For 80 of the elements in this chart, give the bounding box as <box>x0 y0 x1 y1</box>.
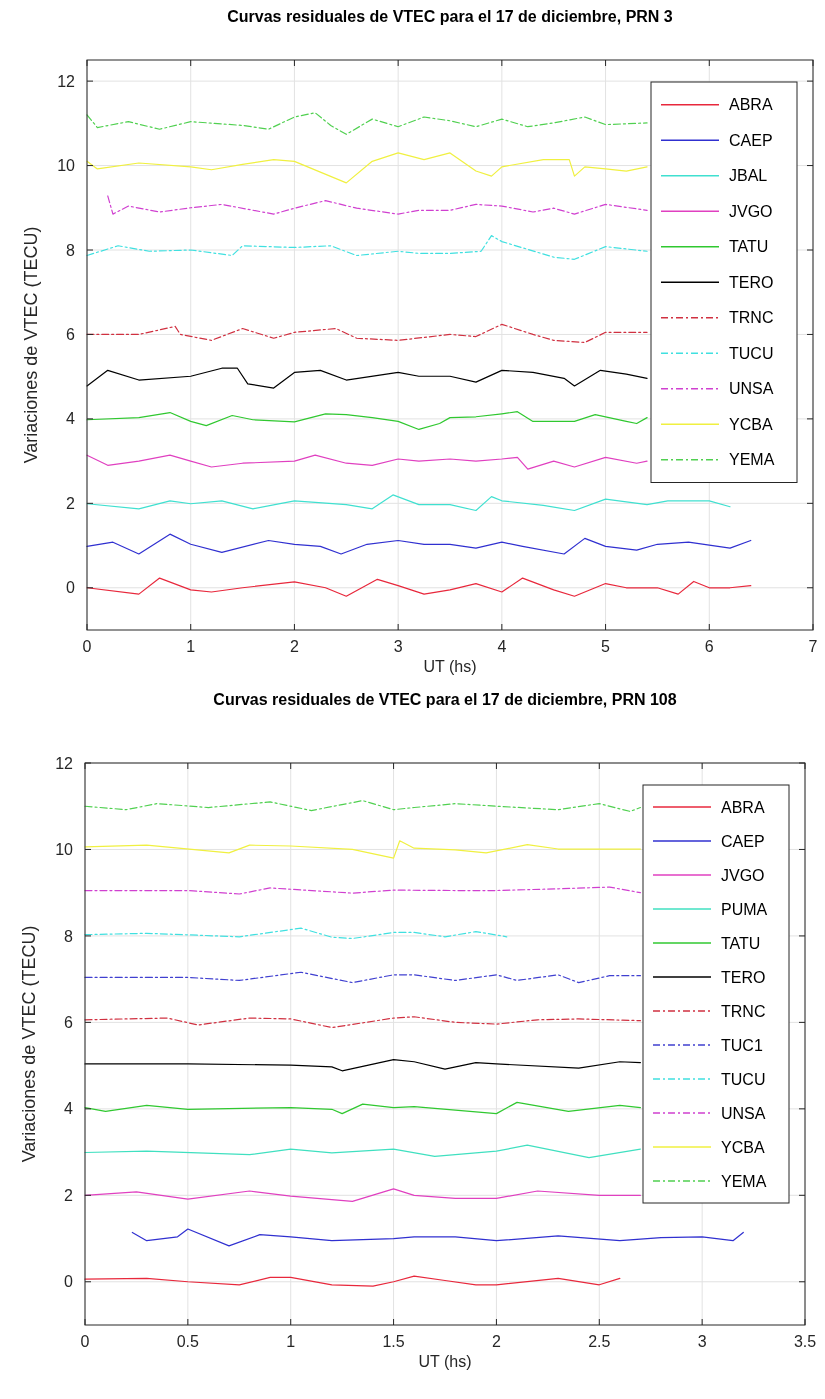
line-series <box>84 1144 642 1159</box>
legend-label: JVGO <box>729 202 773 220</box>
x-tick-label: 2 <box>491 1333 501 1350</box>
x-tick-label: 4 <box>497 638 507 655</box>
legend-label: CAEP <box>721 832 765 850</box>
line-series <box>84 1101 642 1115</box>
line-series <box>84 971 642 984</box>
legend-label: YCBA <box>729 415 773 433</box>
legend-label: PUMA <box>721 900 768 918</box>
y-tick-label: 0 <box>66 579 76 597</box>
y-tick-label: 8 <box>64 927 74 945</box>
legend-label: YEMA <box>721 1172 767 1190</box>
chart-title: Curvas residuales de VTEC para el 17 de diciembre, PRN 3 <box>227 8 673 25</box>
line-series <box>107 195 648 215</box>
line-series <box>84 800 642 813</box>
line-series <box>86 235 648 260</box>
line-series <box>86 494 731 512</box>
y-tick-label: 6 <box>64 1013 74 1031</box>
legend-label: TUCU <box>721 1070 766 1088</box>
x-tick-label: 0.5 <box>176 1333 200 1350</box>
x-tick-label: 2.5 <box>588 1333 611 1350</box>
x-tick-label: 1.5 <box>382 1333 405 1350</box>
legend-label: TRNC <box>729 309 774 327</box>
legend-label: TERO <box>721 968 766 986</box>
legend-label: JBAL <box>729 167 768 185</box>
x-tick-label: 0 <box>82 638 92 655</box>
line-series <box>84 840 642 859</box>
y-tick-label: 4 <box>66 410 76 428</box>
legend-label: TATU <box>729 238 769 256</box>
x-axis-title: UT (hs) <box>423 658 477 675</box>
legend-label: TUCU <box>729 344 774 362</box>
line-series <box>84 1058 642 1072</box>
x-tick-label: 0 <box>80 1333 90 1350</box>
legend-label: JVGO <box>721 866 765 884</box>
x-tick-label: 1 <box>186 638 196 655</box>
legend-label: YCBA <box>721 1138 765 1156</box>
x-tick-label: 2 <box>289 638 299 655</box>
line-series <box>84 1016 642 1029</box>
x-tick-label: 5 <box>601 638 611 655</box>
legend-label: TATU <box>721 934 761 952</box>
y-tick-label: 10 <box>55 841 74 859</box>
line-series <box>86 367 648 389</box>
legend-label: CAEP <box>729 131 773 149</box>
legend-label: TUC1 <box>721 1036 763 1054</box>
legend-label: UNSA <box>729 380 774 398</box>
y-tick-label: 12 <box>55 754 74 772</box>
line-series <box>131 1228 744 1247</box>
x-tick-label: 6 <box>704 638 714 655</box>
line-series <box>86 454 648 470</box>
y-axis-title: Variaciones de VTEC (TECU) <box>19 925 39 1163</box>
x-axis-title: UT (hs) <box>418 1353 472 1370</box>
y-tick-label: 12 <box>57 72 76 90</box>
y-tick-label: 6 <box>66 326 76 344</box>
x-tick-label: 3.5 <box>793 1333 817 1350</box>
legend-label: UNSA <box>721 1104 766 1122</box>
x-tick-label: 3 <box>697 1333 707 1350</box>
x-tick-label: 1 <box>286 1333 296 1350</box>
y-tick-label: 2 <box>64 1186 74 1204</box>
line-series <box>86 533 752 555</box>
line-series <box>84 1188 642 1202</box>
x-tick-label: 3 <box>393 638 403 655</box>
line-series <box>84 886 642 895</box>
legend-label: ABRA <box>721 798 765 816</box>
y-tick-label: 4 <box>64 1100 74 1118</box>
y-tick-label: 8 <box>66 241 76 259</box>
line-series <box>84 1275 621 1287</box>
legend-label: ABRA <box>729 96 773 114</box>
legend-label: TERO <box>729 273 774 291</box>
legend-label: YEMA <box>729 451 775 469</box>
legend-label: TRNC <box>721 1002 766 1020</box>
line-series <box>86 577 752 597</box>
y-tick-label: 10 <box>57 157 76 175</box>
y-axis-title: Variaciones de VTEC (TECU) <box>21 226 41 464</box>
y-tick-label: 0 <box>64 1273 74 1291</box>
y-tick-label: 2 <box>66 494 76 512</box>
line-series <box>86 112 648 135</box>
line-series <box>84 927 508 940</box>
x-tick-label: 7 <box>808 638 818 655</box>
chart-title: Curvas residuales de VTEC para el 17 de diciembre, PRN 108 <box>213 691 677 708</box>
line-series <box>86 152 648 184</box>
